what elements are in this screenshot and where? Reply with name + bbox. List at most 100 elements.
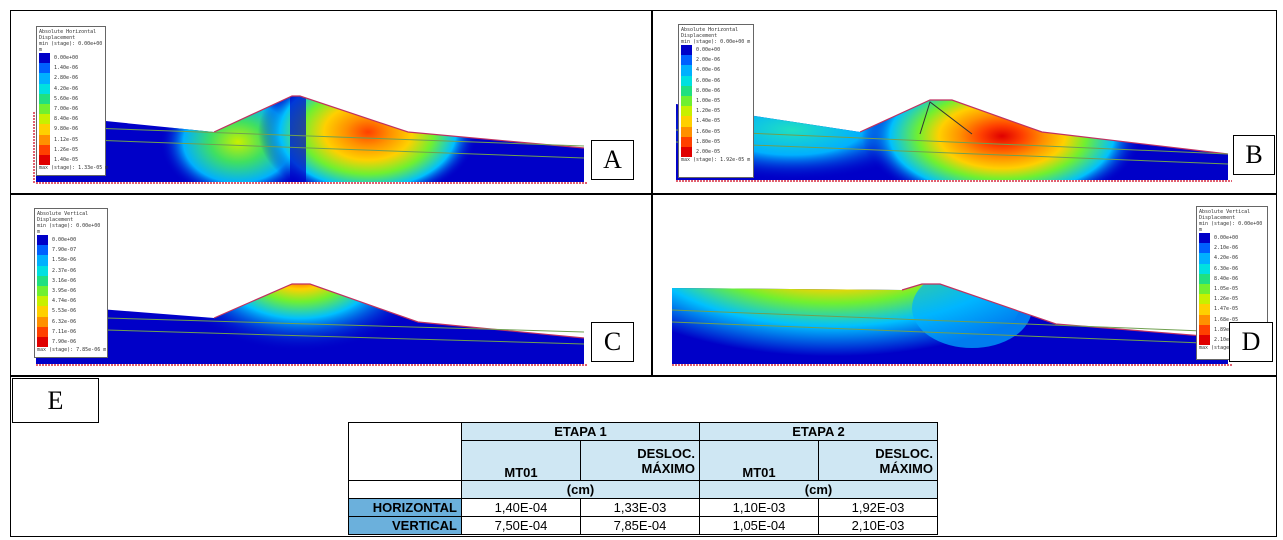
legend-entry: 2.37e-06 (37, 265, 105, 276)
legend-swatch (1199, 334, 1210, 346)
legend-entry: 1.40e-05 (681, 116, 751, 127)
col-desloc-max-etapa1: DESLOC. MÁXIMO (580, 440, 700, 481)
legend-swatch (39, 83, 50, 94)
legend-value: 0.00e+00 (54, 55, 79, 62)
legend-value: 7.00e-06 (54, 106, 79, 113)
legend-entry: 6.30e-06 (1199, 263, 1265, 274)
legend-entry: 1.00e-05 (681, 95, 751, 107)
legend-entry: 5.53e-06 (37, 306, 105, 317)
legend-entry: 1.12e-05 (39, 134, 103, 145)
legend-entry: 1.68e-05 (1199, 314, 1265, 325)
legend-value: 1.26e-05 (54, 146, 79, 153)
legend-entry: 6.32e-06 (37, 316, 105, 327)
legend-title: Absolute Vertical Displacement min (stag… (37, 211, 101, 235)
panel-d-vertical-displacement-stage2: Absolute Vertical Displacement min (stag… (672, 204, 1272, 370)
legend-value: 1.60e-05 (696, 128, 721, 135)
legend-entry: 4.74e-06 (37, 296, 105, 307)
legend-entry: 2.00e-05 (681, 146, 751, 158)
legend-entry: 5.60e-06 (39, 93, 103, 104)
col-desloc-line1: DESLOC. (637, 445, 695, 461)
legend-entry: 1.47e-05 (1199, 304, 1265, 315)
legend-value: 2.80e-06 (54, 75, 79, 82)
legend-entry: 1.60e-05 (681, 126, 751, 137)
legend-swatch (39, 134, 50, 145)
legend-swatch (681, 85, 692, 96)
legend-entry: 2.80e-06 (39, 73, 103, 84)
legend-entry: 7.11e-06 (37, 326, 105, 337)
table-row-vertical: VERTICAL 7,50E-04 7,85E-04 1,05E-04 2,10… (348, 516, 938, 535)
table-cell: 1,33E-03 (580, 498, 700, 517)
legend-value: 2.10e-05 (1214, 336, 1239, 343)
legend-max: max (stage): 1.92e-05 m (681, 157, 751, 164)
panel-a-horizontal-displacement-stage1: Absolute Horizontal Displacement min (st… (28, 22, 636, 188)
displacement-results-table: ETAPA 1 ETAPA 2 MT01 DESLOC. MÁXIMO MT01 … (348, 422, 938, 535)
legend-value: 7.90e-06 (52, 338, 77, 345)
col-desloc-line2: MÁXIMO (641, 460, 695, 476)
legend-value: 0.00e+00 (52, 237, 77, 244)
legend-entry: 4.20e-06 (1199, 253, 1265, 264)
legend-swatch (1199, 324, 1210, 335)
panel-b-horizontal-displacement-stage2: Absolute Horizontal Displacement min (st… (672, 22, 1268, 188)
legend-value: 4.20e-06 (54, 85, 79, 92)
legend-swatch (39, 124, 50, 135)
legend-entry: 7.90e-06 (37, 336, 105, 348)
legend-scale: 0.00e+00 2.00e-06 4.00e-06 6.00e-06 8.00e-06… (681, 45, 751, 158)
legend-entry: 0.00e+00 (39, 53, 103, 64)
legend-value: 1.47e-05 (1214, 306, 1239, 313)
legend-max: max (stage): 1.33e-05 m (39, 165, 109, 172)
legend-swatch (39, 154, 50, 166)
legend-swatch (681, 55, 692, 66)
legend-swatch (37, 235, 48, 246)
legend-entry: 4.00e-06 (681, 65, 751, 76)
legend-swatch (1199, 294, 1210, 305)
panel-label-a: A (591, 140, 634, 180)
header-etapa-2: ETAPA 2 (699, 422, 938, 441)
legend-value: 8.40e-06 (1214, 275, 1239, 282)
legend-panel-c: Absolute Vertical Displacement min (stag… (34, 208, 108, 358)
legend-value: 5.53e-06 (52, 308, 77, 315)
legend-entry: 0.00e+00 (681, 45, 751, 56)
legend-swatch (39, 144, 50, 155)
legend-value: 1.20e-05 (696, 108, 721, 115)
legend-title: Absolute Horizontal Displacement min (st… (681, 27, 751, 45)
panel-label-c: C (591, 322, 634, 362)
unit-etapa-2: (cm) (699, 480, 938, 499)
legend-entry: 1.26e-05 (1199, 294, 1265, 305)
legend-value: 1.58e-06 (52, 257, 77, 264)
legend-scale: 0.00e+00 2.10e-06 4.20e-06 6.30e-06 8.40e-06… (1199, 233, 1265, 346)
legend-entry: 3.95e-06 (37, 285, 105, 297)
legend-value: 9.80e-06 (54, 126, 79, 133)
legend-value: 1.05e-05 (1214, 286, 1239, 293)
table-cell: 7,50E-04 (461, 516, 581, 535)
legend-swatch (37, 255, 48, 266)
legend-swatch (37, 306, 48, 317)
legend-swatch (681, 146, 692, 158)
legend-scale: 0.00e+00 7.90e-07 1.58e-06 2.37e-06 3.16e-06… (37, 235, 105, 348)
legend-value: 5.60e-06 (54, 95, 79, 102)
legend-swatch (681, 95, 692, 107)
legend-entry: 6.00e-06 (681, 75, 751, 86)
legend-entry: 1.20e-05 (681, 106, 751, 117)
legend-title: Absolute Horizontal Displacement min (st… (39, 29, 103, 53)
legend-swatch (1199, 263, 1210, 274)
table-cell: 2,10E-03 (818, 516, 938, 535)
legend-entry: 9.80e-06 (39, 124, 103, 135)
panel-c-contour-plot (35, 283, 588, 366)
col-mt01-etapa2: MT01 (699, 440, 819, 481)
legend-swatch (1199, 273, 1210, 284)
legend-swatch (1199, 314, 1210, 325)
legend-swatch (681, 65, 692, 76)
legend-swatch (37, 296, 48, 307)
legend-value: 1.89e-05 (1214, 326, 1239, 333)
legend-entry: 8.40e-06 (39, 114, 103, 125)
legend-swatch (37, 265, 48, 276)
header-etapa-1: ETAPA 1 (461, 422, 700, 441)
legend-swatch (39, 114, 50, 125)
legend-value: 3.95e-06 (52, 288, 77, 295)
table-cell: 7,85E-04 (580, 516, 700, 535)
table-cell: 1,05E-04 (699, 516, 819, 535)
legend-entry: 8.40e-06 (1199, 273, 1265, 284)
legend-swatch (681, 106, 692, 117)
legend-title: Absolute Vertical Displacement min (stag… (1199, 209, 1263, 233)
legend-value: 8.00e-06 (696, 87, 721, 94)
